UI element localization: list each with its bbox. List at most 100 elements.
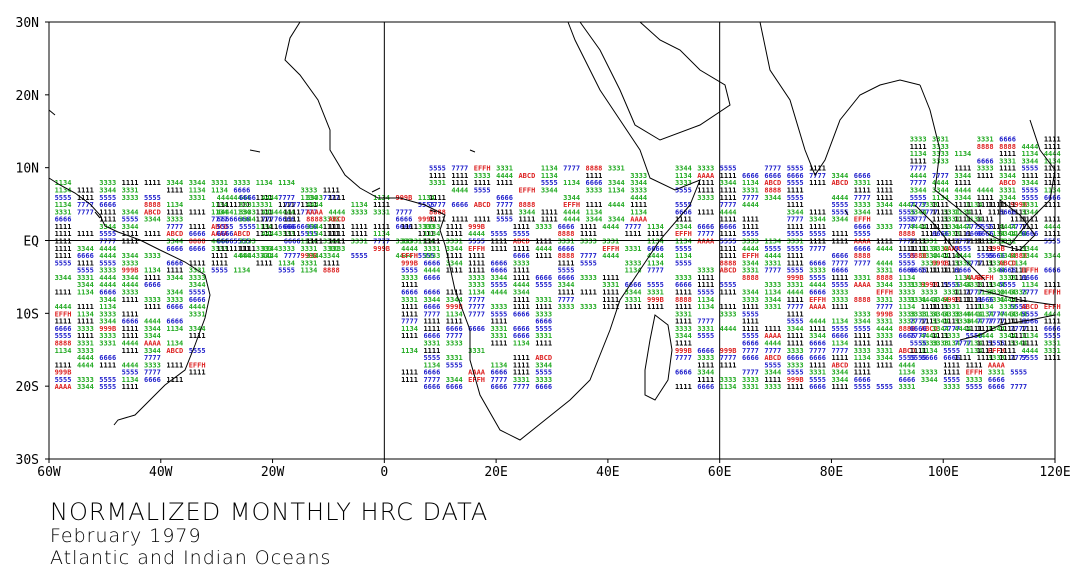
hrc-value: 5555 [831, 208, 848, 216]
hrc-value: 3333 [988, 259, 1005, 267]
hrc-value: 1111 [720, 288, 737, 296]
hrc-value: 1134 [899, 274, 916, 282]
hrc-value: 3333 [580, 303, 597, 311]
hrc-value: 5555 [910, 339, 927, 347]
lat-tick-label: 30S [16, 453, 39, 468]
hrc-map: 3333 3331 3331 6666 1111 1111 3333 8888 8888 4444… [16, 16, 1071, 480]
hrc-value: 1111 [932, 223, 949, 231]
hrc-value: 1111 [876, 238, 893, 246]
hrc-value: 3344 [166, 179, 183, 187]
hrc-value: 3333 [697, 194, 714, 202]
hrc-value: 3333 [580, 238, 597, 246]
hrc-value: 1134 [166, 339, 183, 347]
hrc-value: 5555 [55, 376, 72, 384]
hrc-value: 5555 [239, 223, 256, 231]
hrc-value: 6666 [954, 267, 971, 275]
hrc-value: 7777 [496, 201, 513, 209]
hrc-value: 4444 [278, 208, 295, 216]
hrc-value: 1111 [122, 332, 139, 340]
hrc-value: 5555 [809, 274, 826, 282]
hrc-value: 6666 [513, 332, 530, 340]
hrc-value: 1111 [764, 376, 781, 384]
hrc-value: 1111 [675, 288, 692, 296]
hrc-value: 3333 [144, 252, 161, 260]
hrc-value: 1134 [899, 303, 916, 311]
hrc-value: 3331 [468, 347, 485, 355]
hrc-value: 3331 [932, 136, 949, 144]
hrc-value: 4444 [423, 267, 440, 275]
hrc-value: 4444 [328, 208, 345, 216]
hrc-value: 3344 [787, 208, 804, 216]
hrc-value: 1111 [328, 238, 345, 246]
hrc-value: 7777 [77, 208, 94, 216]
hrc-value: 7777 [284, 252, 301, 260]
hrc-value: 6666 [284, 238, 301, 246]
hrc-value: 5555 [999, 281, 1016, 289]
hrc-value: EFFH [468, 245, 485, 253]
hrc-value: 5555 [675, 201, 692, 209]
hrc-value: 1111 [921, 223, 938, 231]
hrc-value: 5555 [1044, 238, 1061, 246]
hrc-value: 4444 [977, 187, 994, 195]
hrc-value: AAAA [966, 274, 984, 282]
hrc-value: 4444 [720, 325, 737, 333]
hrc-value: 1111 [256, 230, 273, 238]
hrc-value: 3344 [446, 376, 463, 384]
hrc-value: 3333 [921, 369, 938, 377]
hrc-value: 6666 [675, 369, 692, 377]
hrc-value: 8888 [675, 296, 692, 304]
hrc-value: 3331 [787, 281, 804, 289]
hrc-value: 4444 [932, 179, 949, 187]
hrc-value: 4444 [468, 230, 485, 238]
hrc-value: 6666 [423, 303, 440, 311]
hrc-value: 999B [301, 252, 318, 260]
hrc-value: 1111 [423, 238, 440, 246]
hrc-value: 1111 [1021, 223, 1038, 231]
hrc-value: 3331 [647, 288, 664, 296]
hrc-value: 1134 [764, 288, 781, 296]
hrc-value: 1134 [647, 223, 664, 231]
hrc-value: 3344 [932, 310, 949, 318]
hrc-value: 1111 [809, 223, 826, 231]
hrc-value: 1111 [401, 369, 418, 377]
hrc-value: 7777 [468, 296, 485, 304]
hrc-value: 1111 [446, 288, 463, 296]
hrc-value: 7777 [446, 332, 463, 340]
hrc-value: 6666 [943, 354, 960, 362]
hrc-value: 3331 [1044, 347, 1061, 355]
hrc-value: 3344 [999, 194, 1016, 202]
hrc-value: 1111 [910, 245, 927, 253]
hrc-value: 7777 [764, 347, 781, 355]
hrc-value: 3331 [899, 383, 916, 391]
hrc-value: 1111 [876, 187, 893, 195]
hrc-value: 3344 [697, 369, 714, 377]
hrc-value: 1111 [999, 339, 1016, 347]
hrc-value: 1111 [1044, 201, 1061, 209]
hrc-value: 3333 [535, 310, 552, 318]
hrc-value: 6666 [966, 230, 983, 238]
hrc-value: 4444 [787, 288, 804, 296]
hrc-value: 3331 [625, 245, 642, 253]
hrc-value: 3344 [876, 201, 893, 209]
hrc-value: 1111 [675, 303, 692, 311]
hrc-value: 5555 [418, 252, 435, 260]
hrc-value: 3333 [943, 332, 960, 340]
hrc-value: 3331 [988, 369, 1005, 377]
hrc-value: 999B [647, 296, 664, 304]
hrc-value: 1111 [284, 216, 301, 224]
hrc-value: 1111 [328, 194, 345, 202]
hrc-value: 3344 [988, 267, 1005, 275]
hrc-value: 1134 [351, 201, 368, 209]
sumatra-coastline [914, 204, 986, 281]
hrc-value: 5555 [99, 259, 116, 267]
hrc-value: 7777 [1010, 223, 1027, 231]
hrc-value: 1134 [720, 383, 737, 391]
hrc-value: 1111 [831, 383, 848, 391]
hrc-value: 1111 [373, 201, 390, 209]
hrc-value: 3333 [144, 296, 161, 304]
hrc-value: 1134 [55, 347, 72, 355]
hrc-value: 3331 [809, 369, 826, 377]
hrc-value: 3333 [921, 288, 938, 296]
hrc-value: 1111 [697, 274, 714, 282]
hrc-value: 1134 [233, 208, 250, 216]
